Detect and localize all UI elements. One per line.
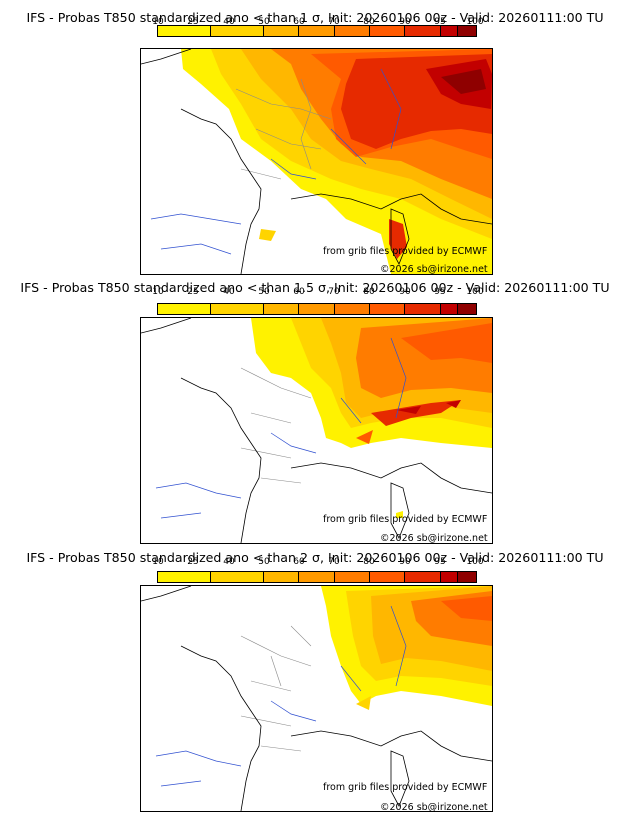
- colorbar-bin: [158, 572, 211, 582]
- colorbar-bin: [264, 572, 300, 582]
- colorbar-bin: [299, 304, 335, 314]
- colorbar-tick: 95: [434, 17, 446, 27]
- colorbar-tick: 100: [466, 287, 484, 297]
- colorbar-bin: [211, 26, 264, 36]
- colorbar-bin: [264, 26, 300, 36]
- colorbar-bin: [405, 26, 441, 36]
- colorbar-bin: [299, 572, 335, 582]
- colorbar-tick: 100: [466, 557, 484, 567]
- colorbar-tick: 25: [187, 287, 199, 297]
- colorbar-bin: [369, 26, 406, 36]
- colorbar: [157, 25, 477, 37]
- colorbar-bin: [405, 572, 441, 582]
- colorbar-tick: 60: [293, 557, 305, 567]
- copyright-credit: ©2026 sb@irizone.net: [380, 533, 488, 544]
- colorbar-bin: [211, 572, 264, 582]
- source-credit: from grib files provided by ECMWF: [323, 246, 488, 257]
- colorbar: [157, 571, 477, 583]
- colorbar-bin: [458, 572, 476, 582]
- panel-title: IFS - Probas T850 standardized ano < tha…: [26, 10, 604, 25]
- colorbar-tick: 70: [328, 17, 340, 27]
- map-graphic: [141, 586, 492, 811]
- colorbar-bin: [405, 304, 441, 314]
- colorbar-tick: 50: [258, 287, 270, 297]
- colorbar-bin: [440, 304, 459, 314]
- panel-title: IFS - Probas T850 standardized ano < tha…: [26, 550, 604, 565]
- colorbar-tick: 25: [187, 557, 199, 567]
- panel-title: IFS - Probas T850 standardized ano < tha…: [20, 280, 610, 295]
- map-panel-2: IFS - Probas T850 standardized ano < tha…: [0, 270, 630, 550]
- colorbar-tick: 40: [223, 557, 235, 567]
- colorbar-tick: 100: [466, 17, 484, 27]
- probability-map: [140, 48, 493, 275]
- colorbar-bin: [334, 572, 370, 582]
- colorbar-bin: [211, 304, 264, 314]
- colorbar-bin: [369, 304, 406, 314]
- colorbar-tick: 90: [399, 287, 411, 297]
- colorbar-tick-labels: 10 25 40 50 60 70 80 90 95 100: [152, 557, 483, 567]
- colorbar-tick: 10: [152, 17, 164, 27]
- copyright-credit: ©2026 sb@irizone.net: [380, 802, 488, 813]
- source-credit: from grib files provided by ECMWF: [323, 782, 488, 793]
- colorbar-tick: 40: [223, 287, 235, 297]
- colorbar-tick: 80: [363, 287, 375, 297]
- colorbar-tick: 70: [328, 287, 340, 297]
- colorbar-bin: [158, 26, 211, 36]
- colorbar-bin: [458, 26, 476, 36]
- colorbar-tick: 70: [328, 557, 340, 567]
- probability-map: [140, 317, 493, 544]
- colorbar-tick: 95: [434, 287, 446, 297]
- colorbar-tick: 40: [223, 17, 235, 27]
- colorbar-bin: [334, 304, 370, 314]
- colorbar-bin: [458, 304, 476, 314]
- colorbar-tick: 95: [434, 557, 446, 567]
- colorbar-bin: [440, 26, 459, 36]
- map-panel-1: IFS - Probas T850 standardized ano < tha…: [0, 0, 630, 280]
- colorbar-tick: 10: [152, 287, 164, 297]
- colorbar-tick: 60: [293, 17, 305, 27]
- colorbar-bin: [158, 304, 211, 314]
- colorbar-tick: 50: [258, 557, 270, 567]
- probability-map: [140, 585, 493, 812]
- colorbar-bin: [440, 572, 459, 582]
- source-credit: from grib files provided by ECMWF: [323, 514, 488, 525]
- colorbar-tick: 80: [363, 557, 375, 567]
- map-graphic: [141, 49, 492, 274]
- colorbar-tick-labels: 10 25 40 50 60 70 80 90 95 100: [152, 17, 483, 27]
- map-panel-3: IFS - Probas T850 standardized ano < tha…: [0, 540, 630, 828]
- colorbar-tick: 90: [399, 557, 411, 567]
- colorbar-tick: 80: [363, 17, 375, 27]
- copyright-credit: ©2026 sb@irizone.net: [380, 264, 488, 275]
- colorbar-tick: 25: [187, 17, 199, 27]
- colorbar-tick: 60: [293, 287, 305, 297]
- colorbar-bin: [334, 26, 370, 36]
- colorbar-tick: 50: [258, 17, 270, 27]
- colorbar-bin: [299, 26, 335, 36]
- colorbar-tick: 90: [399, 17, 411, 27]
- colorbar-bin: [369, 572, 406, 582]
- colorbar-tick-labels: 10 25 40 50 60 70 80 90 95 100: [152, 287, 483, 297]
- colorbar: [157, 303, 477, 315]
- colorbar-bin: [264, 304, 300, 314]
- map-graphic: [141, 318, 492, 543]
- colorbar-tick: 10: [152, 557, 164, 567]
